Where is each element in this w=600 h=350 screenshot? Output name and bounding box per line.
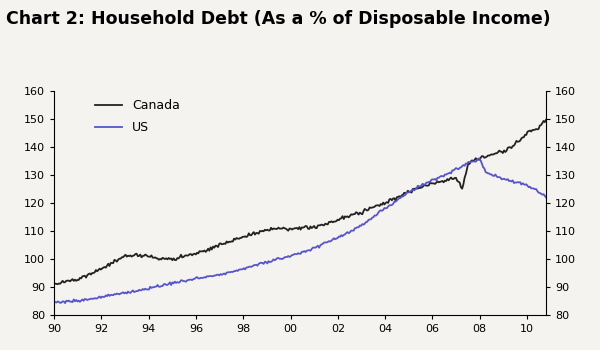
Canada <box>406 190 413 194</box>
US <box>61 301 68 305</box>
Canada <box>110 261 117 265</box>
US <box>50 300 58 304</box>
Line: US: US <box>54 158 546 303</box>
Text: Chart 2: Household Debt (As a % of Disposable Income): Chart 2: Household Debt (As a % of Dispo… <box>6 10 551 28</box>
US <box>111 292 118 296</box>
Canada <box>360 209 367 213</box>
Canada <box>542 118 550 122</box>
Canada <box>50 282 58 286</box>
US <box>409 187 416 191</box>
Line: Canada: Canada <box>54 120 546 284</box>
Legend: Canada, US: Canada, US <box>95 99 180 134</box>
Canada <box>211 246 218 250</box>
US <box>407 189 414 194</box>
US <box>247 264 254 268</box>
US <box>476 156 483 160</box>
US <box>212 273 219 278</box>
Canada <box>408 190 415 195</box>
US <box>542 195 550 199</box>
US <box>361 222 368 226</box>
Canada <box>245 231 253 236</box>
